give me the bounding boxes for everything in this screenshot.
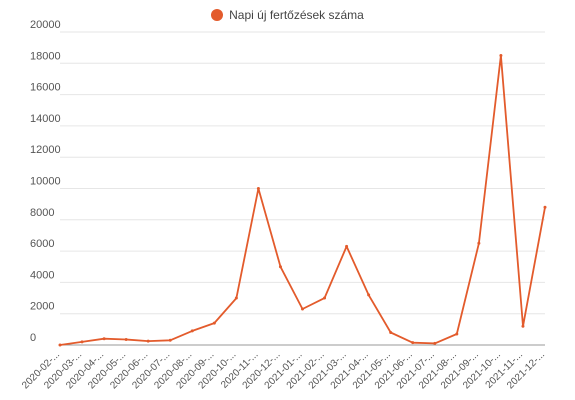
data-point [499, 53, 503, 57]
data-point [256, 187, 260, 190]
legend-marker [211, 9, 224, 21]
data-point [58, 343, 62, 347]
data-point [433, 341, 437, 345]
data-point [146, 339, 150, 343]
y-tick-label: 8000 [30, 207, 54, 219]
data-point [345, 244, 349, 248]
data-point [168, 338, 172, 342]
chart-legend: Napi új fertőzések száma [0, 8, 575, 22]
data-point [190, 329, 194, 333]
data-point [212, 321, 216, 325]
y-tick-label: 16000 [30, 82, 61, 94]
data-point [411, 341, 415, 345]
data-point [102, 337, 106, 341]
x-axis-ticks: 2020-02-...2020-03-...2020-04-...2020-05… [20, 349, 547, 391]
data-point [455, 332, 459, 336]
data-point [80, 340, 84, 344]
y-tick-label: 2000 [30, 301, 54, 313]
y-tick-label: 6000 [30, 238, 54, 250]
y-tick-label: 0 [30, 332, 36, 344]
y-tick-label: 14000 [30, 113, 61, 125]
y-tick-label: 4000 [30, 269, 54, 281]
series-layer [58, 53, 547, 347]
data-point [124, 338, 128, 342]
data-point [477, 241, 481, 245]
y-axis-ticks: 0 2000 4000 6000 8000 10000 12000 14000 16000 180… [30, 19, 61, 344]
data-point [521, 324, 525, 328]
y-tick-label: 10000 [30, 176, 61, 188]
data-point [301, 307, 304, 311]
data-point [389, 330, 393, 334]
y-tick-label: 20000 [30, 19, 61, 31]
series-line [59, 54, 546, 346]
data-point [543, 205, 547, 209]
data-point [234, 296, 238, 300]
data-point [278, 265, 282, 269]
y-tick-label: 18000 [30, 50, 61, 62]
data-point [367, 293, 371, 297]
data-point [323, 296, 327, 300]
legend-label: Napi új fertőzések száma [229, 8, 364, 22]
grid [60, 31, 545, 346]
y-tick-label: 12000 [30, 144, 61, 156]
